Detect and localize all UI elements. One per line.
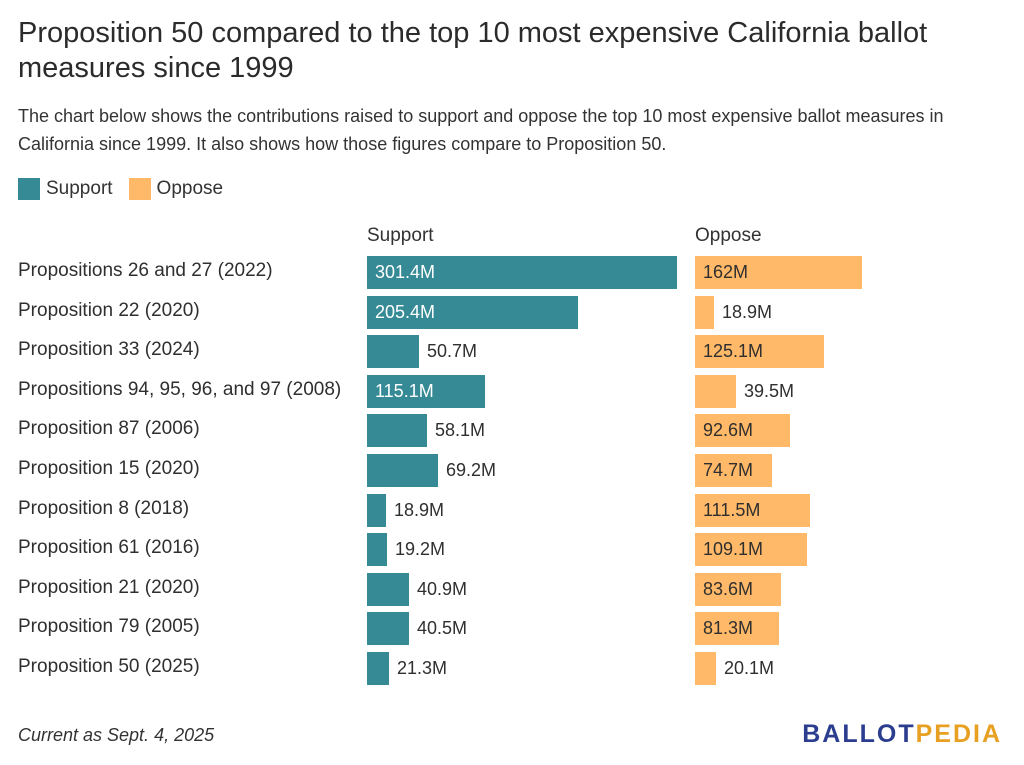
category-label: Proposition 33 (2024) <box>18 339 200 360</box>
oppose-value-label: 83.6M <box>703 579 754 599</box>
oppose-bar <box>695 256 862 289</box>
support-bar <box>367 256 677 289</box>
support-value-label: 21.3M <box>397 658 448 678</box>
column-header-oppose: Oppose <box>695 225 762 246</box>
oppose-value-label: 81.3M <box>703 618 754 638</box>
support-value-label: 19.2M <box>395 539 446 559</box>
legend-swatch-support <box>18 178 40 200</box>
support-value-label: 40.9M <box>417 579 468 599</box>
support-value-label: 50.7M <box>427 341 478 361</box>
chart-title: Proposition 50 compared to the top 10 mo… <box>18 17 928 84</box>
category-label: Propositions 94, 95, 96, and 97 (2008) <box>18 379 342 400</box>
support-bar <box>367 533 387 566</box>
logo-part-ballot: BALLOT <box>802 720 916 748</box>
category-label: Proposition 8 (2018) <box>18 498 190 519</box>
oppose-bar <box>695 612 779 645</box>
support-bar <box>367 494 386 527</box>
support-bar <box>367 375 485 408</box>
category-label: Proposition 21 (2020) <box>18 577 200 598</box>
footnote: Current as Sept. 4, 2025 <box>18 725 215 745</box>
support-bar <box>367 454 438 487</box>
oppose-bar <box>695 533 807 566</box>
support-value-label: 115.1M <box>375 381 434 401</box>
oppose-value-label: 125.1M <box>703 341 764 361</box>
support-bar <box>367 652 389 685</box>
oppose-value-label: 18.9M <box>722 302 773 322</box>
support-value-label: 301.4M <box>375 262 436 282</box>
oppose-bar <box>695 375 736 408</box>
oppose-bar <box>695 494 810 527</box>
legend-label-support: Support <box>46 178 113 199</box>
oppose-bar <box>695 414 790 447</box>
legend-label-oppose: Oppose <box>156 178 224 199</box>
support-value-label: 58.1M <box>435 420 486 440</box>
oppose-value-label: 92.6M <box>703 420 754 440</box>
chart-subtitle: The chart below shows the contributions … <box>18 106 944 154</box>
support-bar <box>367 573 409 606</box>
logo-part-pedia: PEDIA <box>915 720 1002 748</box>
category-label: Proposition 15 (2020) <box>18 458 200 479</box>
support-value-label: 40.5M <box>417 618 468 638</box>
category-label: Propositions 26 and 27 (2022) <box>18 260 273 281</box>
oppose-value-label: 39.5M <box>744 381 795 401</box>
legend-item-support: Support <box>18 178 113 200</box>
oppose-bar <box>695 454 772 487</box>
legend-item-oppose: Oppose <box>128 178 224 200</box>
support-bar <box>367 335 419 368</box>
support-bar <box>367 414 427 447</box>
oppose-value-label: 111.5M <box>703 500 761 520</box>
category-label: Proposition 61 (2016) <box>18 537 200 558</box>
oppose-bar <box>695 652 716 685</box>
oppose-bar <box>695 573 781 606</box>
category-label: Proposition 87 (2006) <box>18 418 200 439</box>
category-label: Proposition 22 (2020) <box>18 300 200 321</box>
oppose-value-label: 109.1M <box>703 539 764 559</box>
category-label: Proposition 79 (2005) <box>18 616 200 637</box>
legend-swatch-oppose <box>128 178 151 200</box>
legend: Support Oppose <box>18 178 239 200</box>
oppose-value-label: 74.7M <box>703 460 754 480</box>
ballotpedia-logo: BALLOTPEDIA <box>802 720 1002 749</box>
oppose-bar <box>695 296 714 329</box>
oppose-bar <box>695 335 824 368</box>
support-value-label: 18.9M <box>394 500 445 520</box>
oppose-value-label: 20.1M <box>724 658 775 678</box>
support-bar <box>367 296 578 329</box>
oppose-value-label: 162M <box>703 262 749 282</box>
column-header-support: Support <box>367 225 434 246</box>
support-value-label: 205.4M <box>375 302 436 322</box>
category-label: Proposition 50 (2025) <box>18 656 200 677</box>
support-value-label: 69.2M <box>446 460 497 480</box>
support-bar <box>367 612 409 645</box>
